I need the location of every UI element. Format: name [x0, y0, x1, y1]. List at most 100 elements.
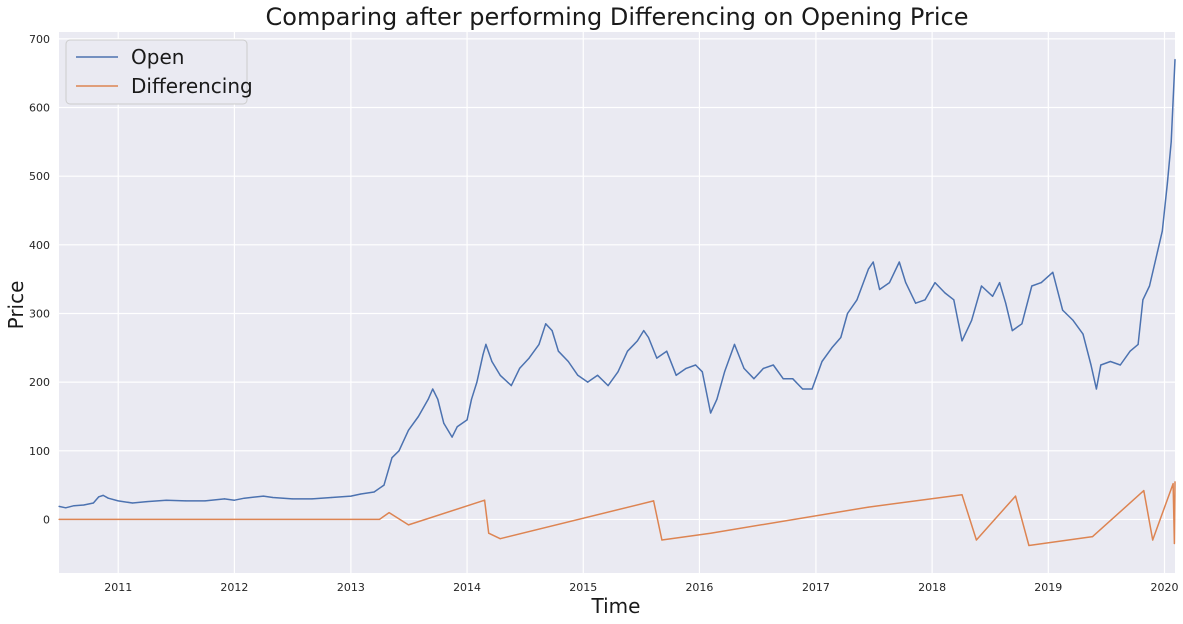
data-point-open	[597, 374, 599, 376]
data-point-open	[617, 371, 619, 373]
x-tick-label: 2018	[918, 581, 946, 594]
data-point-differencing	[484, 499, 486, 501]
data-point-open	[391, 457, 393, 459]
data-point-open	[538, 343, 540, 345]
x-tick-label: 2020	[1150, 581, 1178, 594]
data-point-open	[636, 340, 639, 342]
y-tick-label: 300	[29, 307, 50, 320]
x-tick-label: 2013	[337, 581, 365, 594]
data-point-open	[1148, 285, 1151, 287]
data-point-open	[607, 385, 609, 387]
data-point-open	[1166, 182, 1168, 184]
legend-label-differencing: Differencing	[131, 74, 253, 98]
data-point-open	[1052, 271, 1054, 273]
data-point-open	[499, 374, 501, 376]
data-point-open	[557, 350, 560, 352]
data-point-differencing	[1152, 539, 1154, 541]
data-point-open	[185, 500, 187, 502]
data-point-open	[58, 505, 60, 507]
data-point-open	[417, 415, 419, 418]
y-axis-ticks: 0 100 200 300 400 500 600 700	[29, 33, 50, 527]
data-point-open	[898, 261, 900, 263]
data-point-open	[980, 285, 983, 287]
data-point-open	[971, 319, 973, 321]
data-point-open	[223, 498, 226, 500]
data-point-differencing	[961, 494, 963, 496]
data-point-open	[545, 323, 547, 325]
data-point-differencing	[1172, 483, 1174, 485]
data-point-open	[528, 357, 530, 359]
data-point-open	[944, 292, 946, 294]
data-point-open	[98, 496, 100, 498]
data-point-open	[647, 336, 650, 339]
data-point-open	[724, 371, 726, 373]
data-point-open	[451, 436, 453, 438]
data-point-open	[1040, 282, 1042, 284]
data-point-differencing	[1028, 544, 1030, 547]
legend-box	[65, 39, 248, 105]
data-point-open	[888, 282, 891, 284]
data-point-open	[675, 374, 677, 376]
plot-background	[59, 32, 1175, 573]
y-tick-label: 100	[29, 445, 50, 458]
y-tick-label: 400	[29, 239, 50, 252]
data-point-open	[643, 330, 645, 332]
data-point-open	[470, 398, 473, 400]
chart-title: Comparing after performing Differencing …	[266, 3, 969, 31]
grid-lines	[59, 32, 1175, 573]
data-point-open	[92, 502, 94, 504]
data-point-open	[398, 450, 400, 452]
data-point-open	[666, 350, 668, 352]
data-point-differencing	[388, 511, 390, 514]
data-point-differencing	[499, 538, 501, 540]
data-point-open	[811, 388, 813, 390]
x-axis-title: Time	[591, 594, 641, 618]
data-point-open	[1062, 309, 1064, 311]
data-point-open	[1072, 319, 1074, 321]
data-point-open	[867, 268, 870, 270]
legend-label-open: Open	[131, 45, 184, 69]
data-point-open	[685, 367, 687, 369]
data-point-open	[856, 299, 858, 301]
data-point-open	[587, 381, 589, 383]
chart-legend: Open Differencing	[65, 39, 253, 105]
data-point-open	[73, 505, 75, 507]
data-point-open	[961, 340, 963, 342]
data-point-open	[840, 336, 842, 339]
data-point-differencing	[58, 518, 60, 521]
data-point-open	[233, 499, 235, 501]
data-point-open	[83, 504, 85, 506]
data-point-open	[626, 350, 629, 352]
data-point-open	[443, 422, 445, 424]
data-point-open	[915, 302, 917, 304]
data-point-open	[710, 412, 712, 414]
y-tick-label: 200	[29, 376, 50, 389]
data-point-open	[1100, 364, 1102, 366]
data-point-open	[510, 385, 512, 387]
data-point-open	[577, 374, 579, 376]
data-point-open	[1156, 251, 1159, 253]
data-point-open	[656, 357, 658, 359]
data-point-open	[905, 282, 907, 284]
data-point-open	[117, 500, 119, 502]
data-point-differencing	[653, 500, 655, 502]
data-point-open	[802, 388, 804, 390]
data-point-differencing	[710, 532, 712, 534]
data-point-open	[1005, 302, 1007, 304]
data-point-differencing	[867, 506, 870, 508]
data-point-open	[879, 288, 881, 291]
data-point-open	[1119, 364, 1121, 366]
data-point-open	[551, 330, 553, 332]
data-point-open	[456, 426, 458, 428]
data-point-open	[519, 367, 521, 369]
data-point-open	[753, 378, 755, 380]
data-point-differencing	[378, 518, 381, 521]
data-point-open	[846, 312, 849, 315]
data-point-open	[102, 494, 104, 496]
data-point-open	[1082, 333, 1084, 335]
x-tick-label: 2014	[453, 581, 481, 594]
data-point-open	[743, 367, 745, 369]
data-point-open	[1174, 58, 1176, 61]
data-point-open	[272, 496, 274, 499]
